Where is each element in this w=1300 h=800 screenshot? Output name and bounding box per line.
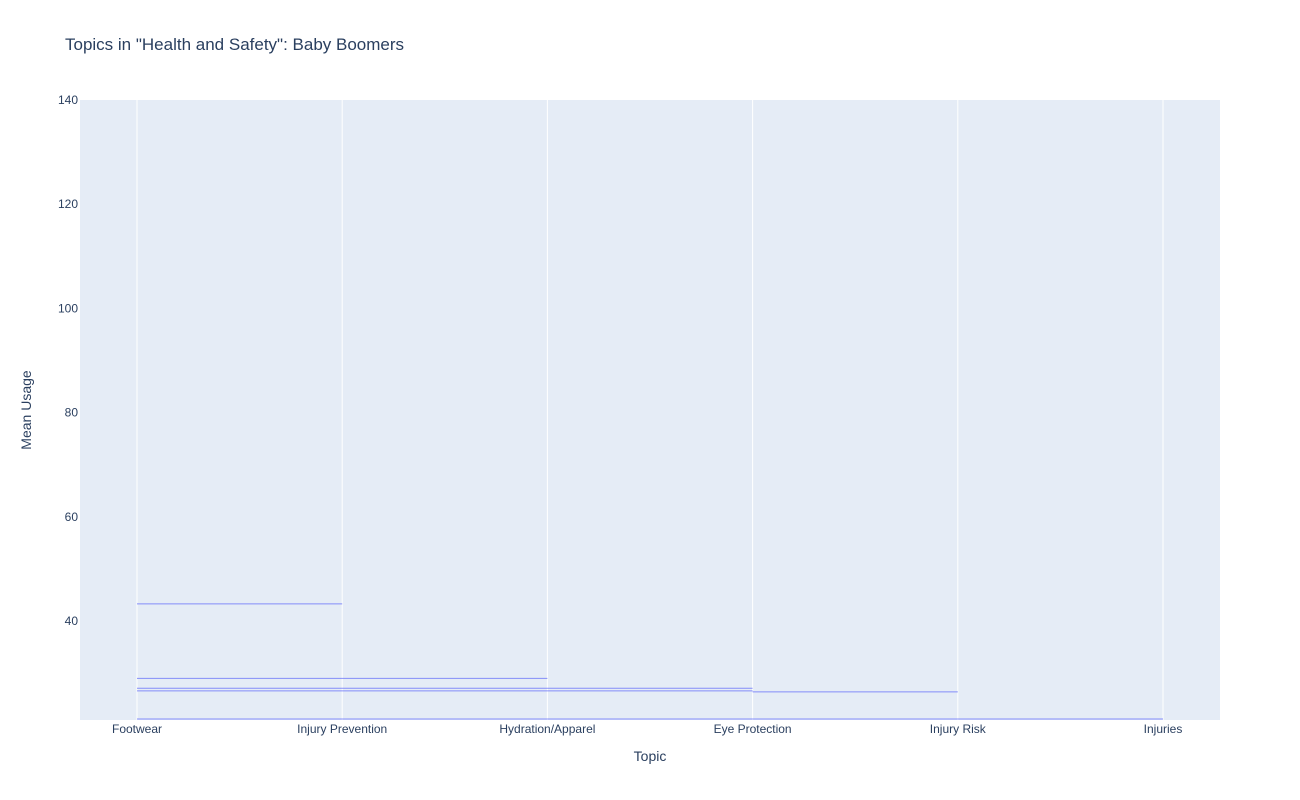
y-tick-label: 80 bbox=[65, 406, 79, 420]
y-tick-label: 40 bbox=[65, 614, 79, 628]
y-tick-label: 140 bbox=[58, 93, 78, 107]
x-tick-label: Injury Risk bbox=[930, 722, 987, 736]
x-tick-label: Footwear bbox=[112, 722, 162, 736]
chart-title: Topics in "Health and Safety": Baby Boom… bbox=[65, 35, 404, 54]
series-lines bbox=[137, 603, 1163, 720]
y-tick-labels: 40 60 80 100 120 140 bbox=[58, 93, 78, 628]
x-tick-label: Eye Protection bbox=[714, 722, 792, 736]
x-tick-label: Hydration/Apparel bbox=[499, 722, 595, 736]
x-tick-labels: Footwear Injury Prevention Hydration/Appar… bbox=[112, 722, 1182, 736]
y-tick-label: 100 bbox=[58, 301, 78, 315]
y-tick-label: 120 bbox=[58, 197, 78, 211]
x-tick-label: Injury Prevention bbox=[297, 722, 387, 736]
plot-area bbox=[80, 100, 1220, 720]
y-axis-title: Mean Usage bbox=[18, 370, 34, 450]
y-tick-label: 60 bbox=[65, 510, 79, 524]
grid bbox=[136, 100, 1164, 720]
x-axis-title: Topic bbox=[634, 748, 667, 764]
x-tick-label: Injuries bbox=[1144, 722, 1183, 736]
